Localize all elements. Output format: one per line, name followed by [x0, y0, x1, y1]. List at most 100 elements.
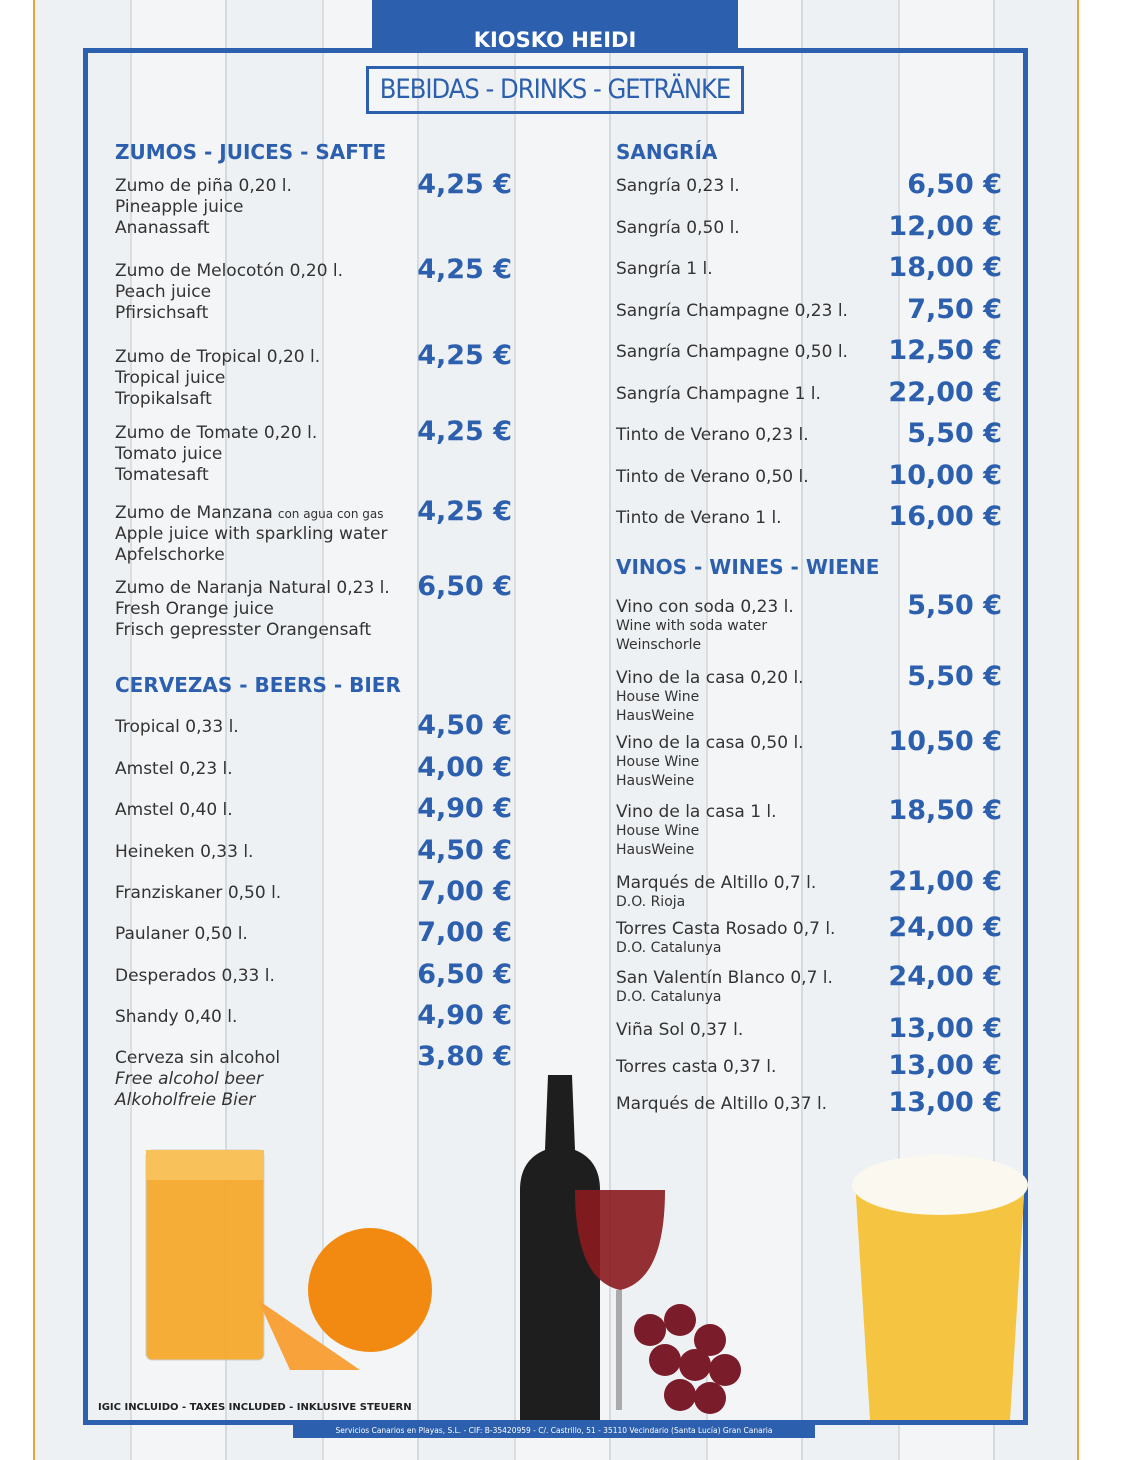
item-name-text: Sangría Champagne 1 l. [616, 384, 821, 404]
item-name: Zumo de Melocotón 0,20 l. [115, 261, 343, 281]
item-translation: HausWeine [616, 773, 695, 789]
item-price: 4,90 € [417, 793, 512, 824]
item-price: 4,25 € [417, 340, 512, 371]
item-name-text: Sangría Champagne 0,50 l. [616, 342, 848, 362]
item-price: 13,00 € [888, 1087, 1002, 1118]
item-name: Zumo de piña 0,20 l. [115, 176, 292, 196]
item-translation: Tropical juice [115, 368, 226, 388]
item-translation: HausWeine [616, 842, 695, 858]
item-translation: Tropikalsaft [115, 389, 212, 409]
item-name-text: Vino de la casa 0,50 l. [616, 733, 804, 753]
item-name-text: Zumo de piña 0,20 l. [115, 176, 292, 196]
item-name: Amstel 0,23 l. [115, 759, 233, 779]
item-name: Amstel 0,40 l. [115, 800, 233, 820]
item-price: 6,50 € [417, 571, 512, 602]
item-translation: Fresh Orange juice [115, 599, 274, 619]
item-translation: Tomatesaft [115, 465, 209, 485]
item-name-text: Zumo de Manzana [115, 503, 273, 523]
item-translation: Pfirsichsaft [115, 303, 209, 323]
item-price: 22,00 € [888, 377, 1002, 408]
item-name: Torres casta 0,37 l. [616, 1057, 776, 1077]
item-translation: D.O. Rioja [616, 894, 686, 910]
item-name-text: Tinto de Verano 0,50 l. [616, 467, 809, 487]
item-name: Vino de la casa 0,20 l. [616, 668, 804, 688]
item-price: 12,50 € [888, 335, 1002, 366]
item-translation: Weinschorle [616, 637, 702, 653]
item-name-text: Vino de la casa 1 l. [616, 802, 777, 822]
item-translation: Ananassaft [115, 218, 210, 238]
item-price: 7,00 € [417, 876, 512, 907]
item-name-text: Marqués de Altillo 0,37 l. [616, 1094, 828, 1114]
item-translation: Tomato juice [115, 444, 223, 464]
item-name: Tinto de Verano 0,50 l. [616, 467, 809, 487]
item-translation: HausWeine [616, 708, 695, 724]
item-price: 6,50 € [907, 169, 1002, 200]
item-name: Sangría 1 l. [616, 259, 713, 279]
section-title: ZUMOS - JUICES - SAFTE [115, 140, 387, 164]
item-note: con agua con gas [277, 507, 384, 521]
item-name: Zumo de Manzana con agua con gas [115, 503, 384, 523]
item-name-text: Sangría Champagne 0,23 l. [616, 301, 848, 321]
item-translation: Wine with soda water [616, 618, 768, 634]
item-name-text: Zumo de Melocotón 0,20 l. [115, 261, 344, 281]
item-price: 6,50 € [417, 959, 512, 990]
item-name-text: Tinto de Verano 0,23 l. [616, 425, 809, 445]
item-name: Tropical 0,33 l. [115, 717, 239, 737]
item-name-text: Heineken 0,33 l. [115, 842, 254, 862]
item-name-text: San Valentín Blanco 0,7 l. [616, 968, 833, 988]
item-name-text: Viña Sol 0,37 l. [616, 1020, 744, 1040]
item-translation: Peach juice [115, 282, 212, 302]
item-name-text: Desperados 0,33 l. [115, 966, 275, 986]
item-price: 13,00 € [888, 1013, 1002, 1044]
item-translation: Pineapple juice [115, 197, 244, 217]
item-name-text: Amstel 0,40 l. [115, 800, 233, 820]
kiosk-name: KIOSKO HEIDI [372, 0, 738, 52]
item-price: 10,00 € [888, 460, 1002, 491]
item-name: Zumo de Naranja Natural 0,23 l. [115, 578, 390, 598]
item-price: 4,25 € [417, 169, 512, 200]
item-price: 24,00 € [888, 961, 1002, 992]
item-name: Zumo de Tomate 0,20 l. [115, 423, 317, 443]
item-name-text: Paulaner 0,50 l. [115, 924, 248, 944]
item-price: 5,50 € [907, 418, 1002, 449]
item-translation: Free alcohol beer [115, 1069, 263, 1089]
item-name: Marqués de Altillo 0,37 l. [616, 1094, 827, 1114]
item-price: 7,50 € [907, 294, 1002, 325]
item-name-text: Amstel 0,23 l. [115, 759, 233, 779]
item-price: 3,80 € [417, 1041, 512, 1072]
item-translation: Frisch gepresster Orangensaft [115, 620, 372, 640]
item-name: Paulaner 0,50 l. [115, 924, 248, 944]
frame [83, 48, 1028, 1425]
item-name: Torres Casta Rosado 0,7 l. [616, 919, 835, 939]
item-translation: Apfelschorke [115, 545, 225, 565]
item-translation: D.O. Catalunya [616, 940, 722, 956]
item-name: Shandy 0,40 l. [115, 1007, 237, 1027]
item-name: Sangría Champagne 0,23 l. [616, 301, 848, 321]
item-name: Vino de la casa 1 l. [616, 802, 777, 822]
item-name: Sangría 0,50 l. [616, 218, 740, 238]
item-translation: D.O. Catalunya [616, 989, 722, 1005]
item-price: 18,50 € [888, 795, 1002, 826]
item-price: 4,50 € [417, 835, 512, 866]
item-price: 4,50 € [417, 710, 512, 741]
item-name-text: Zumo de Tropical 0,20 l. [115, 347, 321, 367]
item-price: 16,00 € [888, 501, 1002, 532]
item-price: 18,00 € [888, 252, 1002, 283]
item-price: 5,50 € [907, 661, 1002, 692]
item-name-text: Zumo de Tomate 0,20 l. [115, 423, 318, 443]
item-price: 13,00 € [888, 1050, 1002, 1081]
item-name: Tinto de Verano 1 l. [616, 508, 782, 528]
item-name: Tinto de Verano 0,23 l. [616, 425, 809, 445]
item-name-text: Franziskaner 0,50 l. [115, 883, 282, 903]
item-translation: House Wine [616, 823, 700, 839]
item-price: 4,00 € [417, 752, 512, 783]
item-name: Heineken 0,33 l. [115, 842, 253, 862]
item-price: 4,90 € [417, 1000, 512, 1031]
item-name-text: Sangría 0,50 l. [616, 218, 740, 238]
item-name: Cerveza sin alcohol [115, 1048, 280, 1068]
item-price: 5,50 € [907, 590, 1002, 621]
item-name-text: Vino de la casa 0,20 l. [616, 668, 804, 688]
item-name-text: Tinto de Verano 1 l. [616, 508, 782, 528]
item-name-text: Vino con soda 0,23 l. [616, 597, 794, 617]
